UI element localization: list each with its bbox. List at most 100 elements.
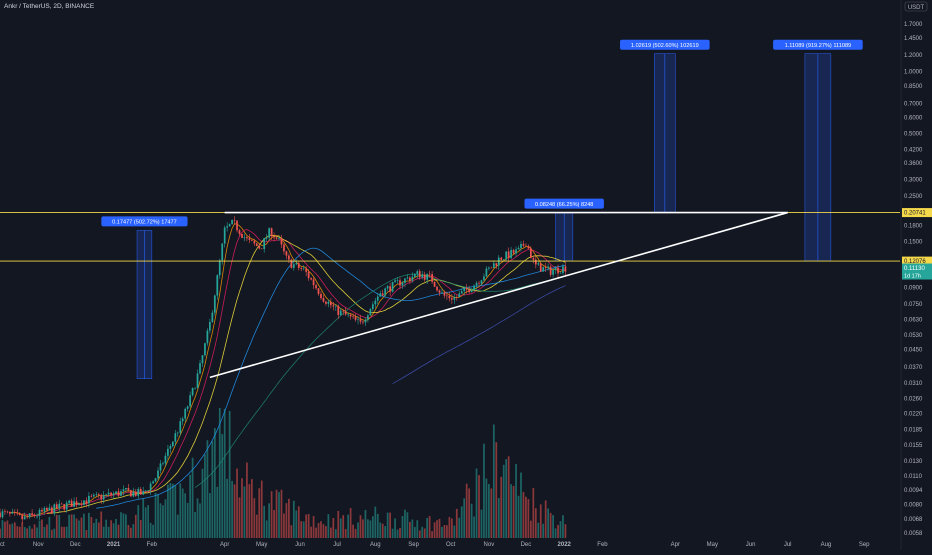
candle-body [43, 508, 46, 512]
candle-body [181, 418, 184, 422]
volume-bar [389, 512, 391, 538]
volume-bar [330, 527, 332, 538]
volume-bar [441, 526, 443, 538]
volume-bar [495, 442, 498, 538]
volume-bar [117, 524, 120, 538]
volume-bar [181, 488, 184, 538]
candle-body [502, 259, 505, 260]
candle-body [105, 494, 108, 495]
volume-bar [530, 520, 532, 538]
volume-bar [18, 526, 21, 538]
volume-bar [250, 479, 253, 538]
candle-body [23, 516, 26, 520]
candle-body [231, 219, 233, 225]
y-tick-label: 0.3000 [904, 177, 923, 183]
volume-bar [416, 520, 419, 538]
candle-body [159, 463, 162, 471]
volume-bar [500, 476, 503, 538]
candle-body [389, 286, 391, 292]
candle-body [330, 301, 332, 306]
candle-body [169, 446, 172, 449]
x-tick-label: Oct [446, 542, 456, 548]
candle-body [258, 246, 261, 249]
candle-body [525, 245, 527, 247]
measure-boxes-layer: 0.17477 (502.72%) 17477 0.08248 (66.25%) … [101, 39, 863, 379]
candle-body [497, 257, 500, 266]
candle-body [194, 387, 196, 389]
chart-title: Ankr / TetherUS, 2D, BINANCE [4, 3, 95, 10]
candle-body [364, 319, 367, 323]
measure-label: 0.08248 (66.25%) 8248 [535, 202, 593, 208]
candle-body [73, 501, 75, 507]
candle-body [149, 483, 152, 491]
volume-bar [23, 527, 26, 538]
volume-bar [443, 525, 446, 538]
volume-bar [73, 514, 75, 538]
volume-bar [505, 459, 508, 538]
x-tick-label: Oct [0, 542, 5, 548]
volume-bar [399, 528, 401, 538]
volume-bar [115, 518, 117, 538]
volume-bar [60, 526, 63, 538]
volume-bar [85, 530, 88, 538]
volume-bar [90, 516, 93, 538]
volume-bar [307, 514, 310, 538]
candle-body [470, 290, 473, 293]
y-tick-label: 0.0110 [904, 474, 923, 480]
volume-bar [322, 524, 325, 538]
candle-body [80, 503, 83, 505]
candle-body [9, 511, 11, 514]
y-tick-label: 1.2000 [904, 53, 923, 59]
volume-bar [342, 515, 345, 538]
candle-body [97, 494, 100, 496]
x-tick-label: Apr [671, 542, 680, 548]
candle-body [290, 259, 293, 268]
candle-body [36, 515, 38, 517]
candle-body [325, 301, 327, 304]
candle-body [273, 236, 275, 238]
candle-body [320, 293, 322, 299]
candle-body [381, 293, 384, 296]
candle-body [423, 274, 426, 280]
volume-bar [50, 529, 53, 538]
candle-body [354, 316, 357, 320]
volume-bar [421, 526, 424, 538]
candle-body [26, 516, 29, 518]
candle-body [65, 502, 68, 510]
volume-bar [201, 468, 204, 538]
candle-body [339, 310, 342, 315]
candle-body [171, 441, 174, 447]
volume-bar [544, 500, 547, 538]
y-tick-label: 0.7000 [904, 102, 923, 108]
candle-body [376, 296, 379, 301]
volume-bar [300, 521, 303, 538]
candle-body [441, 292, 443, 293]
candle-body [485, 268, 488, 277]
candle-body [134, 491, 137, 496]
candle-body [33, 514, 36, 517]
volume-bar [559, 521, 562, 538]
x-tick-label: Jul [784, 542, 792, 548]
volume-bar [290, 525, 293, 538]
currency-box[interactable] [904, 1, 928, 12]
volume-bar [46, 524, 48, 538]
candle-body [438, 290, 441, 293]
volume-bar [223, 408, 226, 538]
candle-body [213, 295, 216, 313]
volume-bar [270, 491, 273, 538]
volume-bar [88, 512, 90, 538]
candle-body [176, 432, 179, 434]
moving-average-line [96, 247, 566, 509]
candle-body [307, 271, 310, 279]
candle-body [371, 304, 374, 310]
volume-bar [144, 507, 147, 538]
volume-bar [134, 514, 137, 538]
y-tick-label: 1.4500 [904, 36, 923, 42]
candle-body [100, 495, 103, 500]
x-tick-label: Feb [597, 542, 608, 548]
volume-bar [97, 522, 100, 538]
volume-bar [110, 520, 112, 538]
volume-bar [228, 410, 231, 538]
volume-bar [216, 486, 219, 538]
